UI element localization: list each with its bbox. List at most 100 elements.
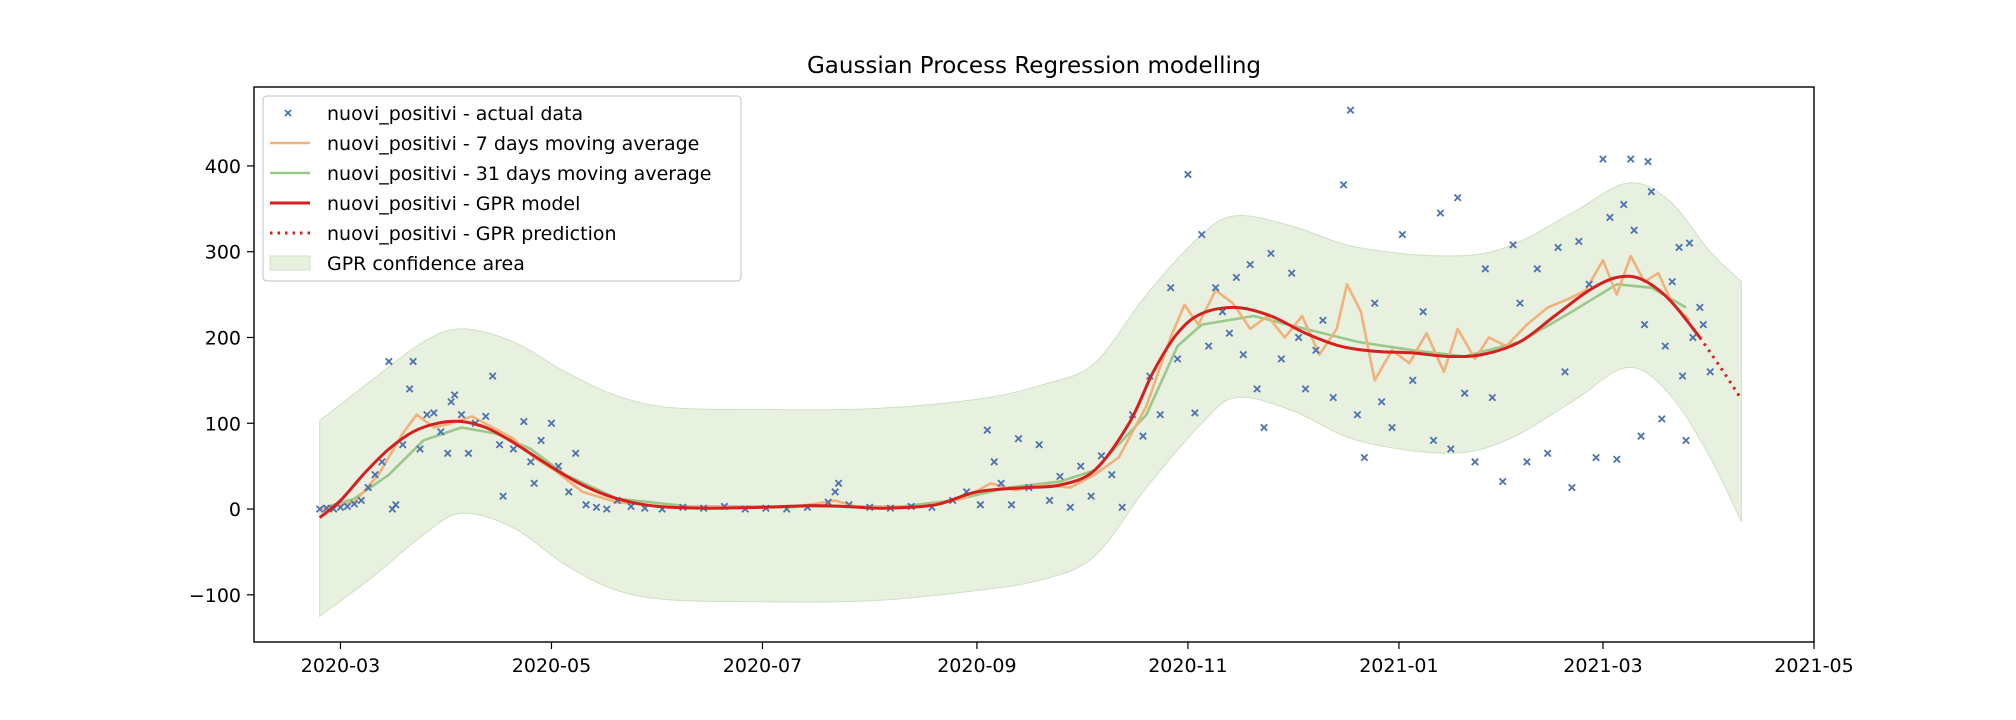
- data-point: [1644, 157, 1652, 166]
- legend-item-actual-data: nuovi_positivi - actual data: [284, 103, 583, 125]
- data-point: [1353, 410, 1362, 419]
- data-point: [1657, 415, 1666, 423]
- data-point: [1007, 500, 1016, 509]
- legend-label-actual-data: nuovi_positivi - actual data: [327, 103, 583, 125]
- data-point: [582, 500, 590, 509]
- data-point: [1377, 397, 1386, 406]
- data-point: [450, 391, 459, 399]
- data-point: [1191, 409, 1199, 417]
- data-point: [1471, 458, 1479, 466]
- data-point: [1408, 376, 1417, 385]
- data-point: [1346, 106, 1355, 114]
- data-point: [350, 500, 359, 508]
- data-point: [1287, 269, 1296, 277]
- data-point: [1087, 492, 1095, 501]
- data-point: [488, 372, 497, 380]
- data-point: [1523, 458, 1531, 466]
- legend-label-gpr-model: nuovi_positivi - GPR model: [327, 193, 580, 215]
- legend: nuovi_positivi - actual data nuovi_posit…: [262, 95, 742, 282]
- data-point: [834, 479, 843, 488]
- x-tick-label: 2021-03: [1563, 655, 1642, 677]
- data-point: [1398, 230, 1407, 239]
- data-point: [1056, 472, 1064, 481]
- data-point: [1184, 170, 1192, 179]
- data-point: [1076, 462, 1085, 470]
- data-point: [1014, 434, 1023, 443]
- plot-area: [315, 106, 1743, 618]
- data-point: [357, 496, 366, 505]
- data-point: [1699, 320, 1708, 329]
- data-point: [519, 417, 528, 426]
- data-point: [627, 502, 635, 511]
- data-point: [336, 503, 345, 512]
- data-point: [1488, 393, 1497, 402]
- y-axis: −100 0 100 200 300 400: [189, 156, 254, 607]
- y-tick-label: 200: [205, 327, 241, 349]
- y-tick-label: 0: [229, 499, 241, 521]
- data-point: [1277, 355, 1286, 363]
- ma31-line: [319, 283, 1687, 511]
- data-point: [547, 419, 556, 428]
- x-tick-label: 2020-05: [512, 655, 591, 677]
- data-point: [1301, 385, 1310, 393]
- data-point: [1481, 265, 1490, 273]
- data-point: [1107, 470, 1116, 479]
- data-point: [315, 505, 324, 513]
- data-point: [1682, 436, 1690, 445]
- data-point: [1173, 355, 1182, 363]
- data-point: [447, 397, 455, 406]
- gpr-model-line: [318, 274, 1702, 519]
- x-axis: 2020-03 2020-05 2020-07 2020-09 2020-11 2021-…: [301, 642, 1854, 677]
- data-point: [997, 479, 1005, 488]
- y-tick-label: 100: [205, 413, 241, 435]
- data-point: [1647, 187, 1656, 196]
- data-point: [1661, 342, 1670, 350]
- data-point: [1035, 440, 1044, 449]
- data-point: [1509, 240, 1517, 249]
- data-point: [1689, 333, 1697, 342]
- axes-frame: [253, 86, 1815, 643]
- data-point: [564, 488, 573, 496]
- data-point: [1429, 436, 1438, 445]
- data-point: [1574, 237, 1583, 246]
- data-point: [990, 458, 999, 466]
- data-point: [1554, 243, 1562, 252]
- legend-frame: [262, 95, 742, 282]
- data-point: [409, 357, 417, 366]
- data-point: [1678, 372, 1687, 380]
- data-point: [537, 436, 545, 445]
- data-point: [364, 483, 372, 492]
- data-point: [1166, 283, 1175, 292]
- legend-item-confidence-area: GPR confidence area: [269, 253, 525, 275]
- x-tick-label: 2021-05: [1774, 655, 1853, 677]
- data-point: [1460, 389, 1469, 398]
- data-point: [1516, 299, 1524, 308]
- data-point: [1156, 410, 1165, 419]
- legend-item-ma7: nuovi_positivi - 7 days moving average: [270, 133, 699, 155]
- data-point: [371, 470, 379, 479]
- y-tick-label: 400: [205, 156, 241, 178]
- legend-item-ma31: nuovi_positivi - 31 days moving average: [270, 163, 711, 185]
- data-point: [436, 428, 445, 436]
- data-point: [1139, 432, 1147, 440]
- data-point: [1260, 423, 1268, 432]
- data-point: [1637, 432, 1645, 440]
- data-point: [1706, 367, 1715, 376]
- legend-marker-x: [284, 109, 292, 117]
- legend-label-confidence-area: GPR confidence area: [327, 253, 525, 275]
- data-point: [1446, 445, 1455, 453]
- legend-label-ma31: nuovi_positivi - 31 days moving average: [327, 163, 711, 185]
- y-tick-label: −100: [189, 585, 241, 607]
- data-point: [1211, 283, 1220, 292]
- data-point: [1232, 273, 1241, 282]
- data-point: [443, 449, 452, 458]
- data-point: [1118, 503, 1127, 512]
- data-point: [1225, 329, 1234, 338]
- data-point: [430, 409, 438, 417]
- data-point: [1592, 453, 1600, 462]
- data-point: [1606, 213, 1614, 222]
- x-tick-label: 2020-09: [937, 655, 1016, 677]
- chart-title: Gaussian Process Regression modelling: [807, 53, 1261, 79]
- data-point: [391, 500, 400, 509]
